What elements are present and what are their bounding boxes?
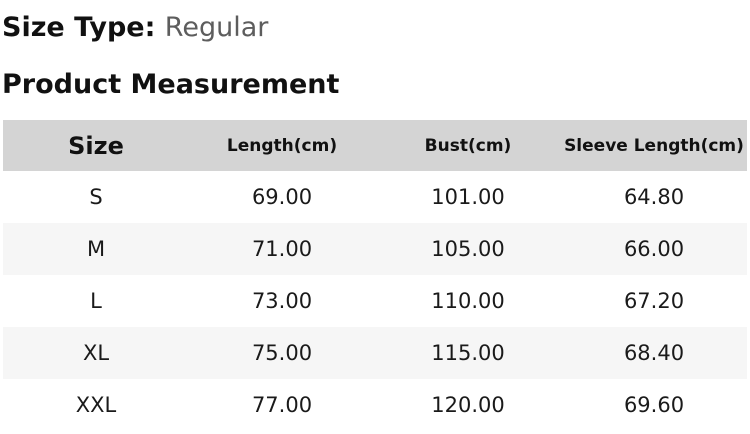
bust-cell: 101.00	[431, 185, 505, 209]
column-header-bust: Bust(cm)	[424, 135, 512, 156]
sleeve-length-cell: 69.60	[623, 393, 685, 417]
column-header-size: Size	[68, 131, 124, 160]
table-row-l: L 73.00 110.00 67.20	[3, 275, 747, 327]
column-header-length: Length(cm)	[226, 135, 338, 156]
sleeve-length-cell: 64.80	[623, 185, 685, 209]
table-header-row: Size Length(cm) Bust(cm) Sleeve Length(c…	[3, 120, 747, 171]
sleeve-length-cell: 67.20	[623, 289, 685, 313]
measurement-table: Size Length(cm) Bust(cm) Sleeve Length(c…	[3, 120, 747, 431]
table-row-xl: XL 75.00 115.00 68.40	[3, 327, 747, 379]
table-row-m: M 71.00 105.00 66.00	[3, 223, 747, 275]
length-cell: 73.00	[251, 289, 313, 313]
bust-cell: 120.00	[431, 393, 505, 417]
bust-cell: 110.00	[431, 289, 505, 313]
size-cell: M	[86, 237, 106, 261]
bust-cell: 115.00	[431, 341, 505, 365]
size-type-label: Size Type:	[2, 12, 156, 43]
length-cell: 77.00	[251, 393, 313, 417]
length-cell: 75.00	[251, 341, 313, 365]
length-cell: 71.00	[251, 237, 313, 261]
sleeve-length-cell: 68.40	[623, 341, 685, 365]
size-type-line: Size Type: Regular	[0, 0, 750, 44]
length-cell: 69.00	[251, 185, 313, 209]
size-cell: L	[90, 289, 102, 313]
table-row-s: S 69.00 101.00 64.80	[3, 171, 747, 223]
size-cell: XL	[82, 341, 110, 365]
bust-cell: 105.00	[431, 237, 505, 261]
table-row-xxl: XXL 77.00 120.00 69.60	[3, 379, 747, 431]
column-header-sleeve-length: Sleeve Length(cm)	[564, 135, 744, 156]
size-cell: S	[89, 185, 103, 209]
section-title: Product Measurement	[2, 69, 340, 100]
size-type-value: Regular	[164, 12, 269, 43]
sleeve-length-cell: 66.00	[623, 237, 685, 261]
size-cell: XXL	[75, 393, 117, 417]
